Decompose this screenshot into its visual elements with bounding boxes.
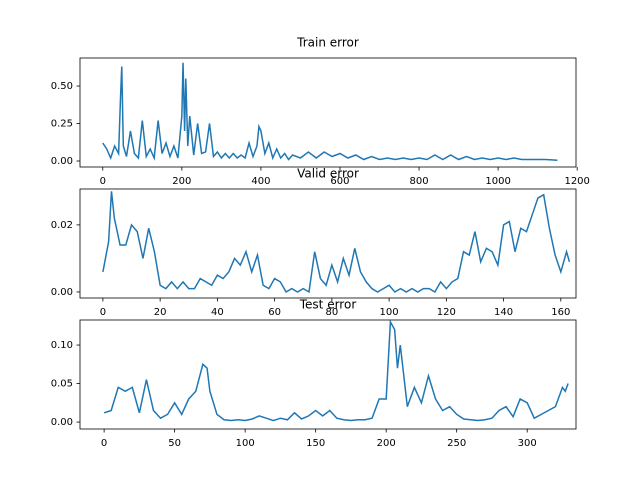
data-line (102, 62, 558, 161)
y-tick-label: 0.00 (51, 287, 73, 298)
x-tick-label: 1000 (485, 176, 510, 187)
x-tick-label: 400 (251, 176, 270, 187)
axes-frame (79, 188, 577, 299)
y-tick-label: 0.05 (51, 379, 73, 390)
axes-frame (79, 57, 577, 168)
data-line (103, 319, 569, 422)
chart-title: Train error (296, 36, 359, 50)
x-tick-label: 1200 (564, 176, 589, 187)
x-tick-label: 250 (447, 438, 466, 449)
x-tick-label: 0 (100, 176, 106, 187)
y-tick-label: 0.00 (51, 417, 73, 428)
axes-frame (79, 319, 577, 430)
chart-title: Valid error (297, 167, 359, 181)
y-tick-label: 0.02 (51, 220, 73, 231)
x-tick-label: 200 (172, 176, 191, 187)
x-tick-label: 150 (306, 438, 325, 449)
x-tick-label: 50 (168, 438, 181, 449)
y-tick-label: 0.00 (51, 156, 73, 167)
x-tick-label: 100 (236, 438, 255, 449)
x-tick-label: 80 (325, 307, 338, 318)
x-tick-label: 160 (551, 307, 570, 318)
x-tick-label: 120 (437, 307, 456, 318)
x-tick-label: 200 (377, 438, 396, 449)
y-tick-label: 0.10 (51, 340, 73, 351)
x-tick-label: 140 (494, 307, 513, 318)
x-tick-label: 100 (380, 307, 399, 318)
y-tick-label: 0.25 (51, 119, 73, 130)
data-line (102, 191, 571, 294)
x-tick-label: 300 (518, 438, 537, 449)
chart-title: Test error (299, 298, 357, 312)
x-tick-label: 600 (330, 176, 349, 187)
x-tick-label: 40 (211, 307, 224, 318)
x-tick-label: 800 (410, 176, 429, 187)
x-tick-label: 20 (154, 307, 167, 318)
x-tick-label: 60 (268, 307, 281, 318)
x-tick-label: 0 (100, 307, 106, 318)
y-tick-label: 0.50 (51, 81, 73, 92)
x-tick-label: 0 (101, 438, 107, 449)
